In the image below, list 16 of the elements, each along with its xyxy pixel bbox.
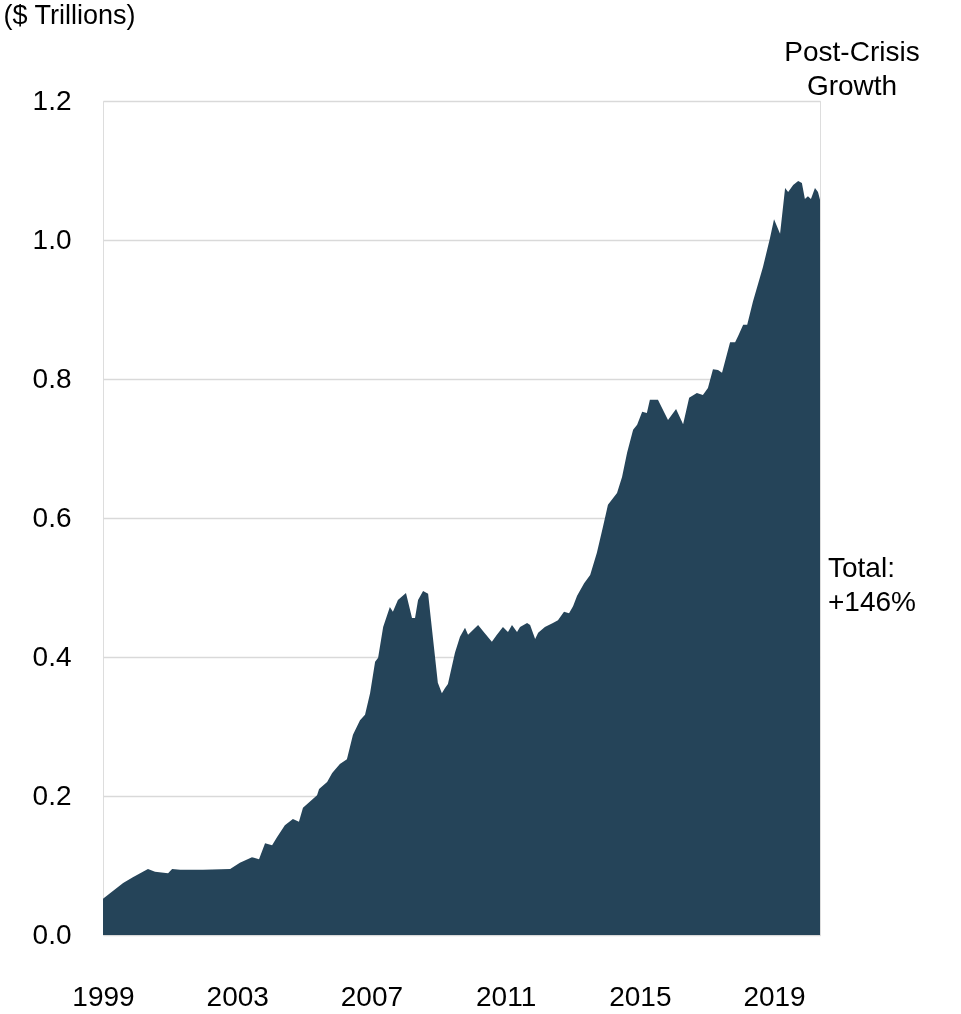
y-axis-title: ($ Trillions) <box>3 0 136 30</box>
y-tick-label: 1.2 <box>32 84 72 116</box>
text: Total: +146% <box>828 552 916 617</box>
y-tick-label: 0.2 <box>32 779 72 811</box>
x-tick-label: 2003 <box>206 980 269 1012</box>
x-tick-label: 2019 <box>743 980 806 1012</box>
x-tick-label: 2015 <box>609 980 672 1012</box>
y-tick-label: 0.6 <box>32 501 72 533</box>
y-tick-label: 0.0 <box>32 918 72 950</box>
x-tick-label: 2011 <box>476 980 537 1012</box>
x-tick-label: 2007 <box>340 980 404 1012</box>
y-tick-label: 1.0 <box>32 223 72 255</box>
x-tick-label: 1999 <box>72 980 135 1012</box>
y-tick-label: 0.8 <box>32 362 72 394</box>
y-tick-label: 0.4 <box>32 640 72 672</box>
text: Post-Crisis Growth <box>784 36 920 101</box>
